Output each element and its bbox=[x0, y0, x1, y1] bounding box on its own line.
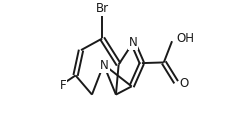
Text: O: O bbox=[179, 77, 188, 90]
Text: OH: OH bbox=[176, 32, 193, 45]
Text: F: F bbox=[60, 79, 66, 92]
Text: N: N bbox=[128, 36, 137, 49]
Text: N: N bbox=[100, 59, 108, 72]
Text: Br: Br bbox=[95, 2, 108, 15]
